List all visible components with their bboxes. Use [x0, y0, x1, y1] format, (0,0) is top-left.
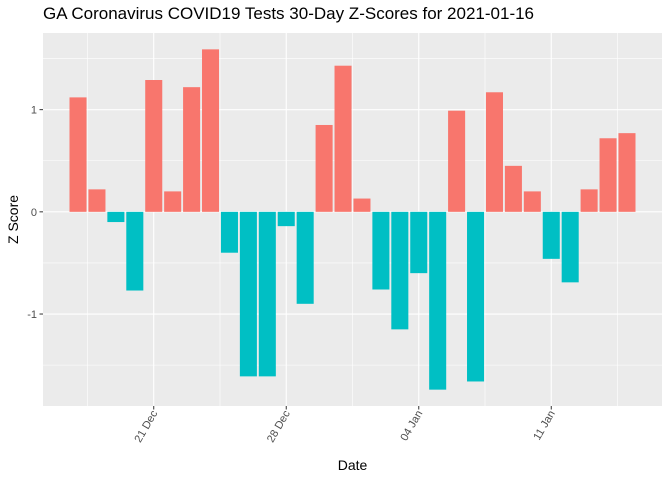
- bar-2020-12-29: [296, 211, 314, 304]
- bar-2021-01-13: [580, 189, 598, 212]
- bar-2020-12-30: [315, 124, 333, 212]
- y-axis: -1 0 1: [27, 105, 43, 321]
- bars: [69, 49, 636, 390]
- bar-2021-01-12: [561, 211, 579, 283]
- y-tick-label: 0: [31, 207, 37, 219]
- y-tick-label: -1: [27, 309, 37, 321]
- x-tick-label: 28 Dec: [265, 408, 293, 445]
- bar-2021-01-05: [429, 211, 447, 390]
- bar-2020-12-23: [183, 87, 201, 212]
- y-tick-label: 1: [31, 105, 37, 117]
- bar-2020-12-20: [126, 211, 144, 291]
- bar-2020-12-27: [258, 211, 276, 377]
- y-axis-title: Z Score: [5, 195, 21, 244]
- x-axis-title: Date: [338, 457, 368, 473]
- bar-2021-01-03: [391, 211, 409, 330]
- bar-2020-12-26: [239, 211, 257, 377]
- bar-2020-12-19: [107, 211, 125, 223]
- bar-2021-01-10: [523, 191, 541, 212]
- bar-2020-12-21: [145, 80, 163, 212]
- x-tick-label: 21 Dec: [133, 408, 161, 445]
- bar-2021-01-14: [599, 138, 617, 212]
- minor-gridlines: [43, 33, 662, 406]
- bar-2020-12-25: [220, 211, 238, 253]
- bar-2020-12-22: [164, 191, 182, 212]
- bar-2021-01-06: [448, 110, 466, 212]
- bar-2021-01-15: [618, 133, 636, 212]
- bar-2020-12-18: [88, 189, 106, 212]
- bar-2020-12-28: [277, 211, 295, 227]
- bar-2021-01-11: [542, 211, 560, 259]
- x-axis: 21 Dec 28 Dec 04 Jan 11 Jan: [133, 406, 558, 445]
- bar-2020-12-31: [334, 65, 352, 212]
- x-tick-label: 11 Jan: [531, 409, 558, 443]
- bar-2021-01-07: [467, 211, 485, 382]
- bar-2021-01-02: [372, 211, 390, 290]
- bar-2021-01-01: [353, 198, 371, 212]
- bar-2020-12-24: [202, 49, 220, 212]
- bar-2021-01-04: [410, 211, 428, 274]
- bar-2021-01-08: [485, 92, 503, 212]
- chart-title: GA Coronavirus COVID19 Tests 30-Day Z-Sc…: [43, 4, 535, 23]
- bar-2021-01-09: [504, 165, 522, 212]
- x-tick-label: 04 Jan: [398, 409, 425, 444]
- bar-2020-12-17: [69, 97, 87, 212]
